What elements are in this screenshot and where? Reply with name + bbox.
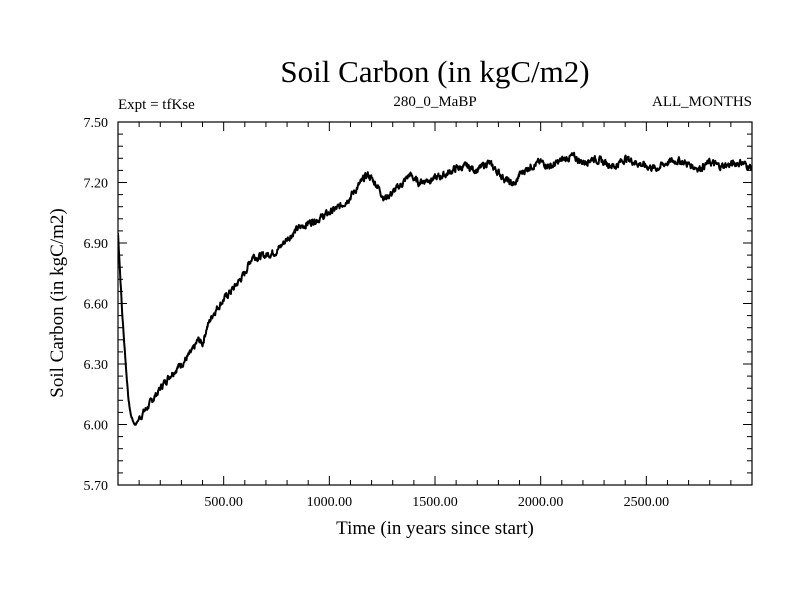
period-label: 280_0_MaBP [393,94,476,110]
soil-carbon-line [118,151,752,426]
x-axis-title: Time (in years since start) [336,518,534,539]
y-axis-title: Soil Carbon (in kgC/m2) [47,208,68,397]
y-tick-label: 7.20 [84,177,109,192]
x-tick-label: 2000.00 [518,495,564,510]
y-tick-label: 7.50 [84,116,109,131]
plot-frame [117,121,753,486]
x-tick-label: 2500.00 [624,495,670,510]
y-tick-label: 6.00 [84,419,109,434]
y-tick-label: 6.60 [84,298,109,313]
axis-ticks [118,122,752,485]
experiment-label: Expt = tfKse [118,97,195,113]
chart-title: Soil Carbon (in kgC/m2) [280,54,589,89]
x-tick-label: 1500.00 [412,495,458,510]
tick-labels: 500.00 1000.00 1500.00 2000.00 2500.00 5.70 6.… [84,116,670,510]
y-tick-label: 6.30 [84,358,109,373]
months-label: ALL_MONTHS [652,94,752,110]
y-tick-label: 6.90 [84,237,109,252]
x-tick-label: 1000.00 [307,495,353,510]
y-tick-label: 5.70 [84,479,109,494]
x-tick-label: 500.00 [204,495,243,510]
